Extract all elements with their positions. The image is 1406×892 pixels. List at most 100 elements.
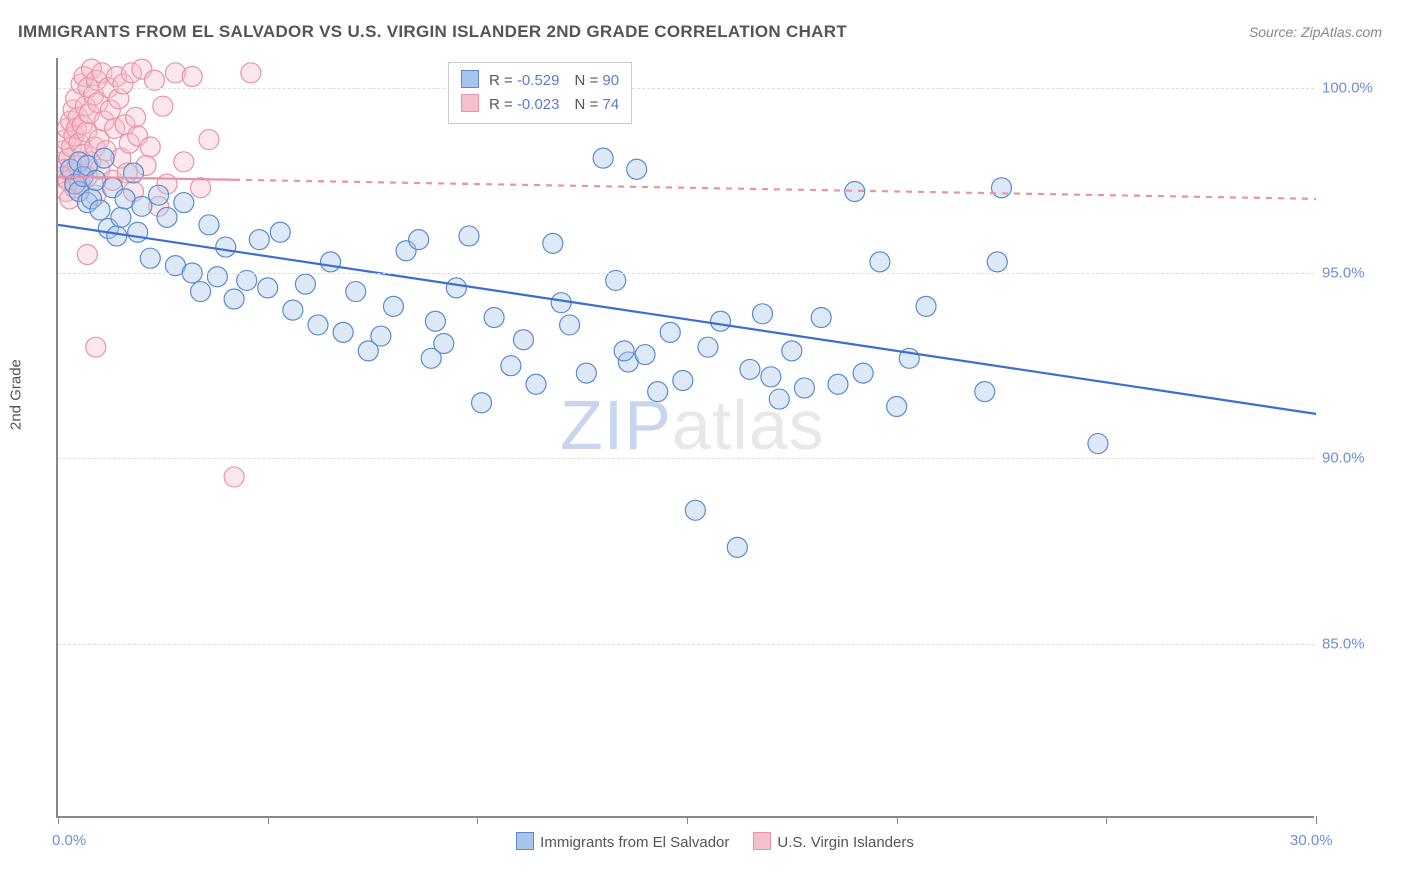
scatter-point	[501, 356, 521, 376]
corr-swatch	[461, 94, 479, 112]
scatter-point	[752, 304, 772, 324]
scatter-point	[153, 96, 173, 116]
y-tick-label: 90.0%	[1322, 450, 1390, 467]
scatter-point	[673, 371, 693, 391]
scatter-point	[711, 311, 731, 331]
scatter-point	[870, 252, 890, 272]
corr-row: R = -0.023 N = 74	[461, 93, 619, 117]
scatter-point	[635, 345, 655, 365]
gridline	[58, 458, 1314, 459]
scatter-point	[346, 282, 366, 302]
scatter-point	[576, 363, 596, 383]
corr-row: R = -0.529 N = 90	[461, 69, 619, 93]
legend-label: U.S. Virgin Islanders	[777, 834, 913, 851]
source-label: Source: ZipAtlas.com	[1249, 24, 1382, 40]
x-tick	[1316, 816, 1317, 824]
scatter-point	[174, 193, 194, 213]
scatter-point	[446, 278, 466, 298]
scatter-point	[614, 341, 634, 361]
scatter-point	[333, 322, 353, 342]
scatter-point	[107, 226, 127, 246]
x-tick	[897, 816, 898, 824]
scatter-point	[560, 315, 580, 335]
gridline	[58, 644, 1314, 645]
scatter-point	[77, 244, 97, 264]
scatter-point	[86, 337, 106, 357]
scatter-point	[216, 237, 236, 257]
scatter-point	[283, 300, 303, 320]
scatter-point	[174, 152, 194, 172]
scatter-point	[383, 296, 403, 316]
scatter-point	[123, 163, 143, 183]
scatter-point	[992, 178, 1012, 198]
scatter-point	[321, 252, 341, 272]
corr-text: R = -0.529 N = 90	[489, 72, 619, 89]
scatter-point	[94, 148, 114, 168]
y-axis-label: 2nd Grade	[8, 359, 25, 430]
scatter-point	[513, 330, 533, 350]
scatter-point	[241, 63, 261, 83]
correlation-box: R = -0.529 N = 90 R = -0.023 N = 74	[448, 62, 632, 124]
scatter-point	[191, 178, 211, 198]
scatter-point	[199, 130, 219, 150]
scatter-point	[126, 107, 146, 127]
scatter-point	[794, 378, 814, 398]
y-tick-label: 95.0%	[1322, 265, 1390, 282]
scatter-point	[484, 308, 504, 328]
scatter-point	[740, 359, 760, 379]
scatter-point	[459, 226, 479, 246]
gridline	[58, 273, 1314, 274]
scatter-point	[371, 326, 391, 346]
scatter-point	[627, 159, 647, 179]
scatter-point	[224, 289, 244, 309]
chart-title: IMMIGRANTS FROM EL SALVADOR VS U.S. VIRG…	[18, 22, 847, 42]
x-tick	[477, 816, 478, 824]
scatter-point	[526, 374, 546, 394]
scatter-point	[140, 137, 160, 157]
legend-swatch	[516, 832, 534, 850]
scatter-point	[698, 337, 718, 357]
scatter-point	[975, 382, 995, 402]
x-tick	[687, 816, 688, 824]
scatter-point	[685, 500, 705, 520]
scatter-point	[157, 207, 177, 227]
gridline	[58, 88, 1314, 89]
scatter-point	[660, 322, 680, 342]
scatter-point	[295, 274, 315, 294]
scatter-point	[182, 67, 202, 87]
plot-area: 85.0%90.0%95.0%100.0%	[56, 58, 1314, 818]
scatter-point	[191, 282, 211, 302]
scatter-point	[769, 389, 789, 409]
scatter-point	[90, 200, 110, 220]
scatter-point	[727, 537, 747, 557]
scatter-point	[761, 367, 781, 387]
scatter-svg	[58, 58, 1316, 818]
x-tick	[268, 816, 269, 824]
scatter-point	[224, 467, 244, 487]
scatter-point	[128, 222, 148, 242]
scatter-point	[199, 215, 219, 235]
scatter-point	[987, 252, 1007, 272]
corr-swatch	[461, 70, 479, 88]
scatter-point	[434, 333, 454, 353]
scatter-point	[593, 148, 613, 168]
scatter-point	[551, 293, 571, 313]
scatter-point	[472, 393, 492, 413]
scatter-point	[258, 278, 278, 298]
scatter-point	[132, 196, 152, 216]
scatter-point	[425, 311, 445, 331]
x-tick	[1106, 816, 1107, 824]
scatter-point	[249, 230, 269, 250]
chart-page: IMMIGRANTS FROM EL SALVADOR VS U.S. VIRG…	[0, 0, 1406, 892]
scatter-point	[149, 185, 169, 205]
scatter-point	[207, 267, 227, 287]
scatter-point	[1088, 434, 1108, 454]
x-tick	[58, 816, 59, 824]
scatter-point	[111, 207, 131, 227]
legend-label: Immigrants from El Salvador	[540, 834, 729, 851]
scatter-point	[811, 308, 831, 328]
y-tick-label: 100.0%	[1322, 79, 1390, 96]
scatter-point	[648, 382, 668, 402]
scatter-point	[887, 396, 907, 416]
scatter-point	[409, 230, 429, 250]
